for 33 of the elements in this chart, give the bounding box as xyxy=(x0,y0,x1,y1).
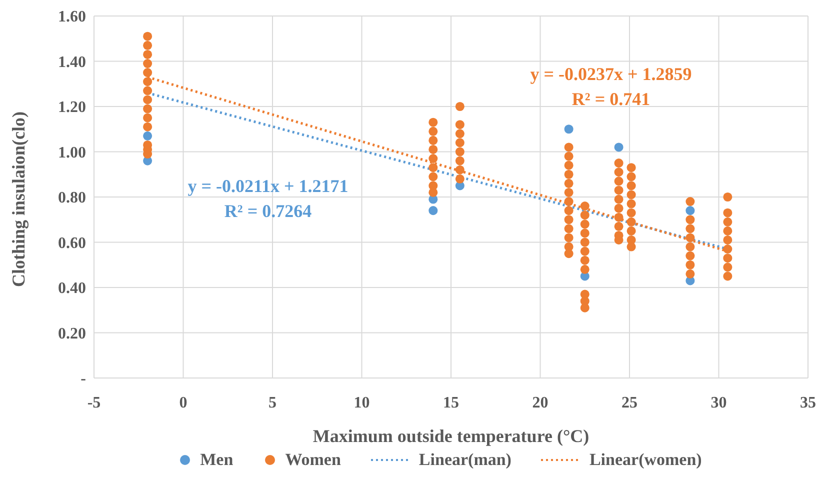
y-tick-label: 0.80 xyxy=(58,190,86,207)
annotation: R² = 0.7264 xyxy=(224,201,312,222)
legend-label: Men xyxy=(200,450,234,470)
x-tick-label: 15 xyxy=(443,394,459,412)
y-tick-label: 1.20 xyxy=(58,99,86,116)
x-tick-label: 0 xyxy=(179,394,188,412)
annotation: y = -0.0237x + 1.2859 xyxy=(530,64,692,85)
y-tick-label: 0.20 xyxy=(58,325,86,342)
y-tick-label: 1.60 xyxy=(58,8,86,26)
y-tick-label: - xyxy=(80,370,86,388)
x-tick-label: 25 xyxy=(622,394,638,412)
x-axis-title: Maximum outside temperature (°C) xyxy=(312,426,590,446)
x-tick-label: 5 xyxy=(268,394,276,412)
x-tick-label: 20 xyxy=(532,394,548,412)
y-tick-label: 1.00 xyxy=(58,144,86,162)
y-tick-label: 1.40 xyxy=(58,54,86,71)
point xyxy=(614,142,624,152)
y-tick-label: 0.60 xyxy=(58,234,86,252)
point xyxy=(428,206,438,216)
y-axis-title: Clothing insulaion(clo) xyxy=(8,111,28,287)
annotation: R² = 0.741 xyxy=(572,89,650,110)
x-tick-label: 10 xyxy=(354,394,370,412)
y-tick-label: 0.40 xyxy=(58,280,86,298)
x-tick-label: 35 xyxy=(800,394,816,412)
point xyxy=(686,206,695,216)
point xyxy=(564,124,574,134)
annotation: y = -0.0211x + 1.2171 xyxy=(188,176,348,197)
x-tick-label: -5 xyxy=(87,394,101,412)
point xyxy=(143,131,152,140)
legend-label: Linear(man) xyxy=(418,450,512,470)
x-tick-label: 30 xyxy=(710,394,727,412)
legend-label: Linear(women) xyxy=(589,450,702,470)
legend-label: Women xyxy=(285,450,341,470)
